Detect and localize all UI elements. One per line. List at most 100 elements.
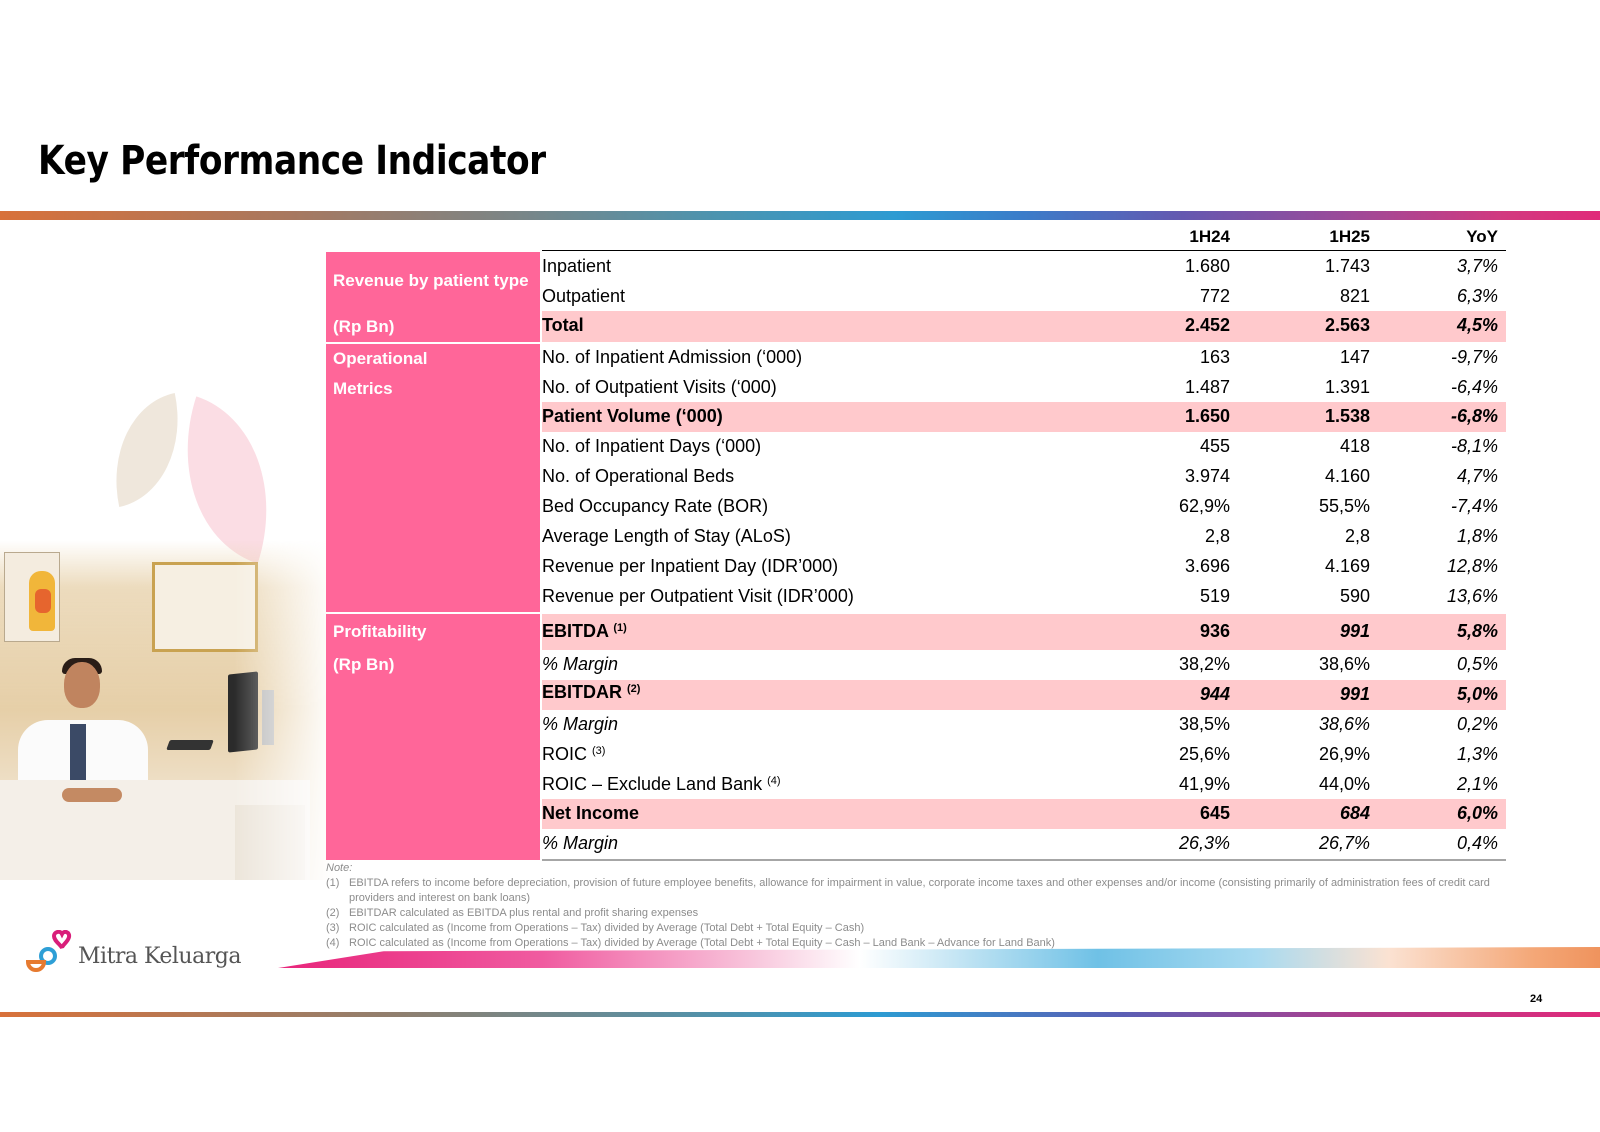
- column-header-1h25: 1H25: [1329, 227, 1370, 246]
- table-row: No. of Operational Beds 3.974 4.160 4,7%: [542, 462, 1506, 492]
- value-1h25: 38,6%: [1318, 654, 1370, 674]
- value-1h24: 455: [1199, 436, 1230, 456]
- value-yoy: 1,8%: [1456, 526, 1498, 546]
- value-yoy: -8,1%: [1450, 436, 1498, 456]
- row-label: Revenue per Inpatient Day (IDR’000): [542, 556, 839, 576]
- logo-icon: [25, 929, 72, 972]
- notes-title: Note:: [326, 862, 353, 874]
- value-yoy: 6,0%: [1456, 803, 1498, 823]
- row-label: % Margin: [542, 714, 619, 734]
- value-1h25: 44,0%: [1318, 774, 1370, 794]
- value-1h25: 821: [1339, 286, 1370, 306]
- value-yoy: 2,1%: [1456, 774, 1498, 794]
- footnote-2: (2) EBITDAR calculated as EBITDA plus ren…: [326, 907, 699, 919]
- row-label: No. of Inpatient Admission (‘000): [542, 347, 803, 367]
- category-label: (Rp Bn): [333, 655, 395, 674]
- row-label: Revenue per Outpatient Visit (IDR’000): [542, 586, 854, 606]
- table-row: Average Length of Stay (ALoS) 2,8 2,8 1,…: [542, 522, 1506, 552]
- table-row: Inpatient 1.680 1.743 3,7%: [542, 252, 1506, 282]
- table-row: % Margin 26,3% 26,7% 0,4%: [542, 829, 1506, 859]
- value-1h25: 147: [1339, 347, 1370, 367]
- value-1h24: 1.680: [1184, 256, 1230, 276]
- category-label: Metrics: [333, 379, 393, 398]
- table-row-ebitda: EBITDA (1) 936 991 5,8%: [542, 614, 1506, 650]
- doctor-photo: [0, 370, 335, 880]
- value-yoy: -7,4%: [1450, 496, 1498, 516]
- value-1h24: 772: [1199, 286, 1230, 306]
- row-label: EBITDA (1): [542, 621, 627, 641]
- row-label: EBITDAR (2): [542, 682, 641, 702]
- table-row: % Margin 38,2% 38,6% 0,5%: [542, 650, 1506, 680]
- table-row: % Margin 38,5% 38,6% 0,2%: [542, 710, 1506, 740]
- row-label: ROIC – Exclude Land Bank (4): [542, 774, 781, 794]
- row-label: No. of Inpatient Days (‘000): [542, 436, 762, 456]
- value-1h25: 55,5%: [1318, 496, 1370, 516]
- row-label: No. of Outpatient Visits (‘000): [542, 377, 777, 397]
- value-1h24: 645: [1199, 803, 1230, 823]
- header-divider: [542, 250, 1506, 251]
- column-header-1h24: 1H24: [1189, 227, 1230, 246]
- row-label: Total: [542, 315, 584, 335]
- row-label: ROIC (3): [542, 744, 606, 764]
- slide-title: Key Performance Indicator: [38, 138, 546, 184]
- table-row: No. of Outpatient Visits (‘000) 1.487 1.…: [542, 373, 1506, 403]
- value-1h25: 26,7%: [1318, 833, 1370, 853]
- value-1h25: 1.391: [1324, 377, 1370, 397]
- office-scene: [0, 540, 335, 880]
- value-1h25: 418: [1339, 436, 1370, 456]
- value-1h24: 163: [1199, 347, 1230, 367]
- value-1h24: 25,6%: [1178, 744, 1230, 764]
- monitor: [228, 671, 258, 753]
- row-label: No. of Operational Beds: [542, 466, 735, 486]
- value-yoy: 12,8%: [1446, 556, 1498, 576]
- table-header: 1H24 1H25 YoY: [326, 222, 1506, 250]
- value-1h24: 519: [1199, 586, 1230, 606]
- table-row: ROIC – Exclude Land Bank (4) 41,9% 44,0%…: [542, 770, 1506, 800]
- row-label: Inpatient: [542, 256, 612, 276]
- value-1h25: 26,9%: [1318, 744, 1370, 764]
- value-1h24: 936: [1199, 621, 1230, 641]
- footer-swoosh: [278, 947, 1600, 968]
- value-yoy: 5,0%: [1456, 684, 1498, 704]
- monitor-stand: [262, 690, 274, 745]
- row-label: Patient Volume (‘000): [542, 406, 723, 426]
- category-revenue: Revenue by patient type (Rp Bn): [326, 252, 540, 342]
- value-1h24: 1.650: [1184, 406, 1230, 426]
- value-1h24: 38,5%: [1178, 714, 1230, 734]
- value-1h25: 2.563: [1324, 315, 1370, 335]
- value-1h24: 62,9%: [1178, 496, 1230, 516]
- category-profitability: Profitability (Rp Bn): [326, 614, 540, 860]
- value-1h25: 4.169: [1324, 556, 1370, 576]
- row-label: Net Income: [542, 803, 640, 823]
- value-1h25: 991: [1339, 621, 1370, 641]
- value-1h25: 1.538: [1324, 406, 1370, 426]
- value-1h24: 3.696: [1184, 556, 1230, 576]
- value-yoy: 0,2%: [1456, 714, 1498, 734]
- logo-text: Mitra Keluarga: [78, 944, 241, 969]
- leaf-icon: [98, 392, 196, 508]
- footnotes: Note: (1) EBITDA refers to income before …: [326, 861, 1526, 951]
- value-yoy: 13,6%: [1446, 586, 1498, 606]
- table-row-ebitdar: EBITDAR (2) 944 991 5,0%: [542, 680, 1506, 710]
- value-yoy: 4,7%: [1456, 466, 1498, 486]
- row-label: Average Length of Stay (ALoS): [542, 526, 791, 546]
- footer-gradient-bar: [0, 1012, 1600, 1017]
- value-yoy: 1,3%: [1456, 744, 1498, 764]
- table-row: Revenue per Inpatient Day (IDR’000) 3.69…: [542, 552, 1506, 582]
- category-label: Profitability: [333, 622, 427, 641]
- table-row-patient-volume: Patient Volume (‘000) 1.650 1.538 -6,8%: [542, 402, 1506, 432]
- value-yoy: 4,5%: [1456, 315, 1498, 335]
- row-label: % Margin: [542, 833, 619, 853]
- mitra-keluarga-logo: Mitra Keluarga: [24, 929, 241, 980]
- value-1h25: 1.743: [1324, 256, 1370, 276]
- footnote-1: (1) EBITDA refers to income before deprec…: [326, 877, 1490, 904]
- framed-picture: [152, 562, 258, 652]
- header-gradient-bar: [0, 211, 1600, 220]
- table-row-total: Total 2.452 2.563 4,5%: [542, 311, 1506, 342]
- value-1h24: 1.487: [1184, 377, 1230, 397]
- table-row-net-income: Net Income 645 684 6,0%: [542, 799, 1506, 829]
- table-row: No. of Inpatient Admission (‘000) 163 14…: [542, 343, 1506, 373]
- value-1h25: 684: [1339, 803, 1370, 823]
- value-1h25: 38,6%: [1318, 714, 1370, 734]
- row-label: Outpatient: [542, 286, 626, 306]
